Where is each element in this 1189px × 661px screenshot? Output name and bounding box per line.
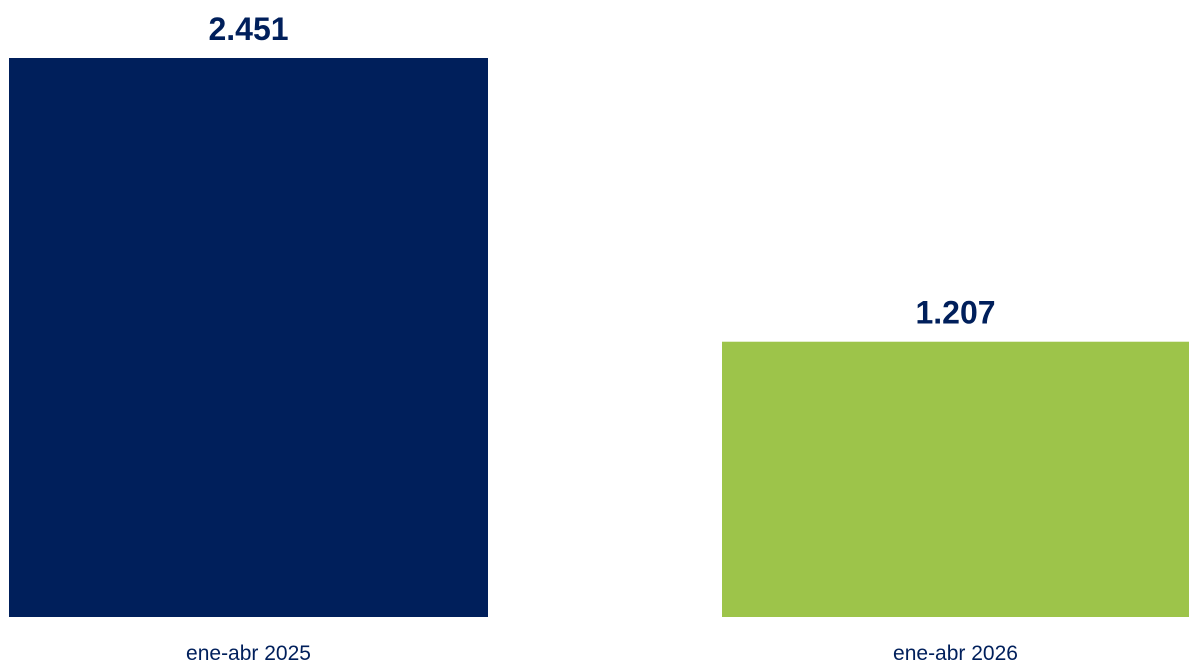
category-label-2: ene-abr 2026: [893, 642, 1018, 661]
category-labels-group: ene-abr 2025 ene-abr 2026: [186, 642, 1018, 661]
category-label-1: ene-abr 2025: [186, 642, 311, 661]
bar-2: [722, 341, 1189, 617]
bars-group: [9, 58, 1189, 617]
data-label-1: 2.451: [208, 11, 288, 47]
bar-1: [9, 58, 488, 617]
data-label-2: 1.207: [915, 295, 995, 331]
value-labels-group: 2.451 1.207: [208, 11, 995, 331]
